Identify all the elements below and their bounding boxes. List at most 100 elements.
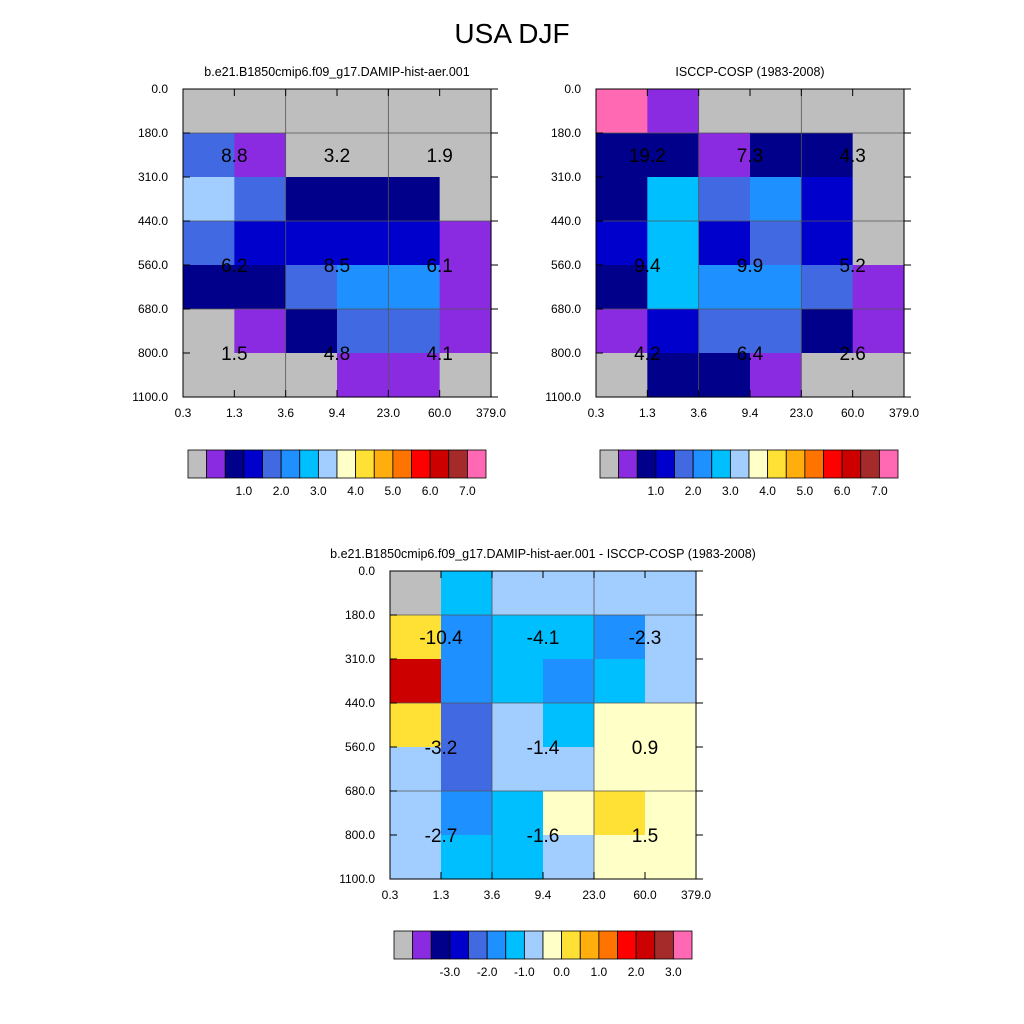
heatmap-cell (183, 221, 235, 266)
x-tick-label: 0.3 (175, 406, 192, 420)
colorbar-swatch (655, 449, 675, 479)
heatmap-cell (337, 177, 389, 222)
heatmap-cell (594, 703, 646, 748)
data-label: 6.2 (221, 256, 247, 277)
data-label: -4.1 (527, 628, 560, 649)
heatmap-cell (337, 309, 389, 354)
colorbar-swatch (785, 449, 806, 479)
x-tick-label: 23.0 (582, 888, 606, 902)
colorbar-swatch (412, 930, 432, 960)
colorbar-label: 5.0 (797, 484, 814, 498)
heatmap-cell (594, 791, 646, 836)
heatmap-cell (492, 703, 544, 748)
colorbar-label: 2.0 (273, 484, 290, 498)
heatmap-cell (441, 571, 493, 616)
colorbar-label: 3.0 (722, 484, 739, 498)
heatmap-cell (596, 133, 648, 178)
y-tick-label: 680.0 (138, 302, 168, 316)
heatmap-cell (698, 265, 751, 310)
x-tick-label: 379.0 (476, 406, 506, 420)
colorbar-swatch (299, 449, 319, 479)
heatmap-cell (594, 571, 646, 616)
heatmap-cell (285, 177, 338, 222)
heatmap-cell (645, 835, 697, 880)
colorbar-label: 1.0 (236, 484, 253, 498)
heatmap-cell (594, 659, 646, 704)
heatmap-cell (234, 133, 287, 178)
colorbar-label: -3.0 (440, 965, 461, 979)
heatmap-cell (801, 221, 854, 266)
colorbar-swatch (280, 449, 301, 479)
colorbar-swatch (466, 449, 487, 479)
colorbar-swatch (187, 449, 208, 479)
data-label: 4.3 (839, 146, 865, 167)
heatmap-cell (698, 221, 751, 266)
colorbar-swatch (878, 449, 899, 479)
colorbar-swatch (654, 930, 674, 960)
y-tick-label: 180.0 (551, 126, 581, 140)
data-label: 6.1 (426, 256, 452, 277)
colorbar-swatch (448, 449, 468, 479)
colorbar-swatch (317, 449, 338, 479)
colorbar-label: 4.0 (347, 484, 364, 498)
x-tick-label: 379.0 (681, 888, 711, 902)
heatmap-cell (183, 265, 235, 310)
heatmap-cell (388, 353, 441, 398)
heatmap-cell (439, 221, 492, 266)
heatmap-cell (234, 265, 287, 310)
colorbar-swatch (579, 930, 600, 960)
y-tick-label: 680.0 (345, 784, 375, 798)
heatmap-cell (234, 309, 287, 354)
colorbar-label: 7.0 (871, 484, 888, 498)
heatmap-cell (852, 177, 905, 222)
colorbar-swatch (262, 449, 282, 479)
heatmap-cell (852, 353, 905, 398)
data-label: 9.9 (737, 256, 763, 277)
heatmap-cell (647, 221, 700, 266)
panel-title: b.e21.B1850cmip6.f09_g17.DAMIP-hist-aer.… (330, 547, 756, 561)
colorbar-label: 3.0 (665, 965, 682, 979)
colorbar-swatch (449, 930, 469, 960)
heatmap-cell (390, 703, 442, 748)
colorbar-swatch (767, 449, 787, 479)
data-label: 4.1 (426, 344, 452, 365)
colorbar-swatch (243, 449, 263, 479)
data-label: 4.2 (634, 344, 660, 365)
heatmap-cell (543, 659, 595, 704)
heatmap-cell (388, 89, 441, 134)
heatmap-cell (492, 571, 544, 616)
heatmap-cell (543, 835, 595, 880)
x-tick-label: 1.3 (226, 406, 243, 420)
heatmap-cell (543, 615, 595, 660)
heatmap-cell (543, 791, 595, 836)
heatmap-cell (388, 221, 441, 266)
y-tick-label: 680.0 (551, 302, 581, 316)
panel-3: b.e21.B1850cmip6.f09_g17.DAMIP-hist-aer.… (330, 547, 756, 979)
colorbar-swatch (430, 930, 451, 960)
colorbar-swatch (598, 930, 618, 960)
y-tick-label: 800.0 (345, 828, 375, 842)
heatmap-cell (439, 309, 492, 354)
heatmap-cell (645, 791, 697, 836)
heatmap-cell (596, 221, 648, 266)
x-tick-label: 3.6 (690, 406, 707, 420)
heatmap-cell (390, 659, 442, 704)
colorbar-swatch (542, 930, 563, 960)
y-tick-label: 0.0 (358, 564, 375, 578)
x-tick-label: 9.4 (535, 888, 552, 902)
data-label: 1.5 (632, 826, 658, 847)
colorbar-label: 1.0 (591, 965, 608, 979)
panel-title: ISCCP-COSP (1983-2008) (675, 65, 824, 79)
heatmap-cell (647, 89, 700, 134)
heatmap-cell (647, 133, 700, 178)
heatmap-cell (439, 265, 492, 310)
x-tick-label: 23.0 (377, 406, 401, 420)
heatmap-cell (645, 659, 697, 704)
colorbar: -3.0 -2.0 -1.0 0.0 1.0 2.0 3.0 (393, 930, 693, 979)
y-tick-label: 310.0 (551, 170, 581, 184)
heatmap-cell (337, 353, 389, 398)
y-tick-label: 180.0 (138, 126, 168, 140)
heatmap-cell (750, 353, 802, 398)
heatmap-cell (801, 353, 854, 398)
heatmap-cell (441, 659, 493, 704)
